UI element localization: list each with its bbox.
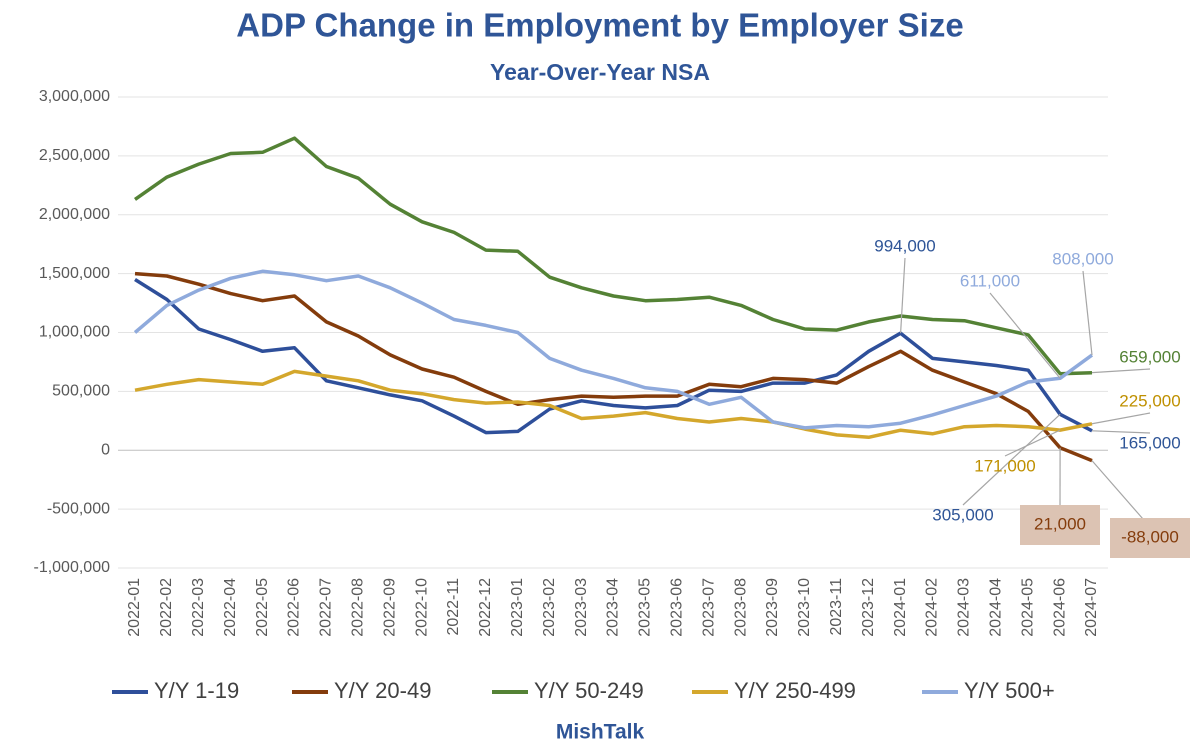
x-tick-label: 2024-02 (924, 578, 941, 637)
data-label: 165,000 (1119, 433, 1180, 452)
x-tick-label: 2022-01 (126, 578, 143, 637)
legend-label: Y/Y 50-249 (534, 678, 644, 703)
leader-line (1091, 460, 1151, 528)
chart-title: ADP Change in Employment by Employer Siz… (236, 7, 963, 44)
leader-line (962, 413, 1061, 506)
leader-line (1091, 368, 1151, 374)
data-label: -88,000 (1121, 527, 1179, 546)
x-tick-label: 2024-06 (1051, 578, 1068, 637)
label-box (1020, 505, 1100, 545)
x-tick-label: 2023-05 (637, 578, 654, 637)
series-line (134, 369, 1093, 440)
y-tick-label: 500,000 (52, 383, 110, 400)
legend-label: Y/Y 20-49 (334, 678, 431, 703)
series-line (134, 278, 1093, 435)
legend-label: Y/Y 500+ (964, 678, 1055, 703)
data-label: 225,000 (1119, 391, 1180, 410)
data-label: 21,000 (1034, 514, 1086, 533)
x-tick-label: 2023-12 (860, 578, 877, 637)
chart-subtitle: Year-Over-Year NSA (490, 59, 710, 85)
x-tick-label: 2023-09 (764, 578, 781, 637)
leader-line (1091, 412, 1151, 425)
x-tick-label: 2022-02 (158, 578, 175, 637)
data-label: 808,000 (1052, 249, 1113, 268)
x-tick-label: 2022-04 (222, 578, 239, 637)
x-tick-label: 2024-01 (892, 578, 909, 637)
x-tick-label: 2023-10 (796, 578, 813, 637)
x-tick-label: 2023-11 (828, 578, 845, 636)
y-tick-label: 3,000,000 (39, 88, 110, 105)
x-tick-label: 2022-03 (190, 578, 207, 637)
data-label: 611,000 (960, 271, 1020, 290)
x-tick-label: 2022-12 (477, 578, 494, 637)
y-tick-label: 2,500,000 (39, 147, 110, 164)
series-line (133, 269, 1094, 430)
y-tick-label: 1,500,000 (39, 265, 110, 282)
x-tick-label: 2024-07 (1083, 578, 1100, 637)
x-tick-label: 2022-05 (254, 578, 271, 637)
x-tick-label: 2022-07 (318, 578, 335, 637)
x-tick-label: 2022-09 (381, 578, 398, 637)
x-tick-label: 2023-06 (669, 578, 686, 637)
legend-label: Y/Y 250-499 (734, 678, 856, 703)
x-tick-label: 2022-08 (350, 578, 367, 637)
x-tick-label: 2024-04 (988, 578, 1005, 637)
data-label: 659,000 (1119, 347, 1180, 366)
x-tick-label: 2022-10 (413, 578, 430, 637)
x-tick-label: 2024-05 (1019, 578, 1036, 637)
x-tick-label: 2023-03 (573, 578, 590, 637)
leader-line (1082, 270, 1093, 356)
y-tick-label: -500,000 (47, 500, 110, 517)
x-tick-label: 2023-01 (509, 578, 526, 637)
y-tick-label: -1,000,000 (33, 559, 110, 576)
x-tick-label: 2023-04 (605, 578, 622, 637)
x-tick-label: 2023-02 (541, 578, 558, 637)
leader-line (1004, 429, 1061, 457)
series-line (134, 271, 1093, 463)
leader-line (1091, 430, 1151, 434)
leader-line (900, 257, 906, 334)
x-tick-label: 2024-03 (956, 578, 973, 637)
data-label: 171,000 (974, 456, 1035, 475)
data-label: 305,000 (932, 505, 993, 524)
y-tick-label: 2,000,000 (39, 206, 110, 223)
label-box (1110, 518, 1190, 558)
source: MishTalk (556, 721, 645, 744)
x-tick-label: 2023-08 (732, 578, 749, 637)
series-line (133, 136, 1093, 376)
x-tick-label: 2022-11 (445, 578, 462, 636)
x-tick-label: 2023-07 (700, 578, 717, 637)
legend-label: Y/Y 1-19 (154, 678, 239, 703)
data-label: 994,000 (874, 236, 935, 255)
y-tick-label: 0 (101, 441, 110, 458)
x-tick-label: 2022-06 (286, 578, 303, 637)
leader-line (989, 292, 1061, 379)
y-tick-label: 1,000,000 (39, 324, 110, 341)
